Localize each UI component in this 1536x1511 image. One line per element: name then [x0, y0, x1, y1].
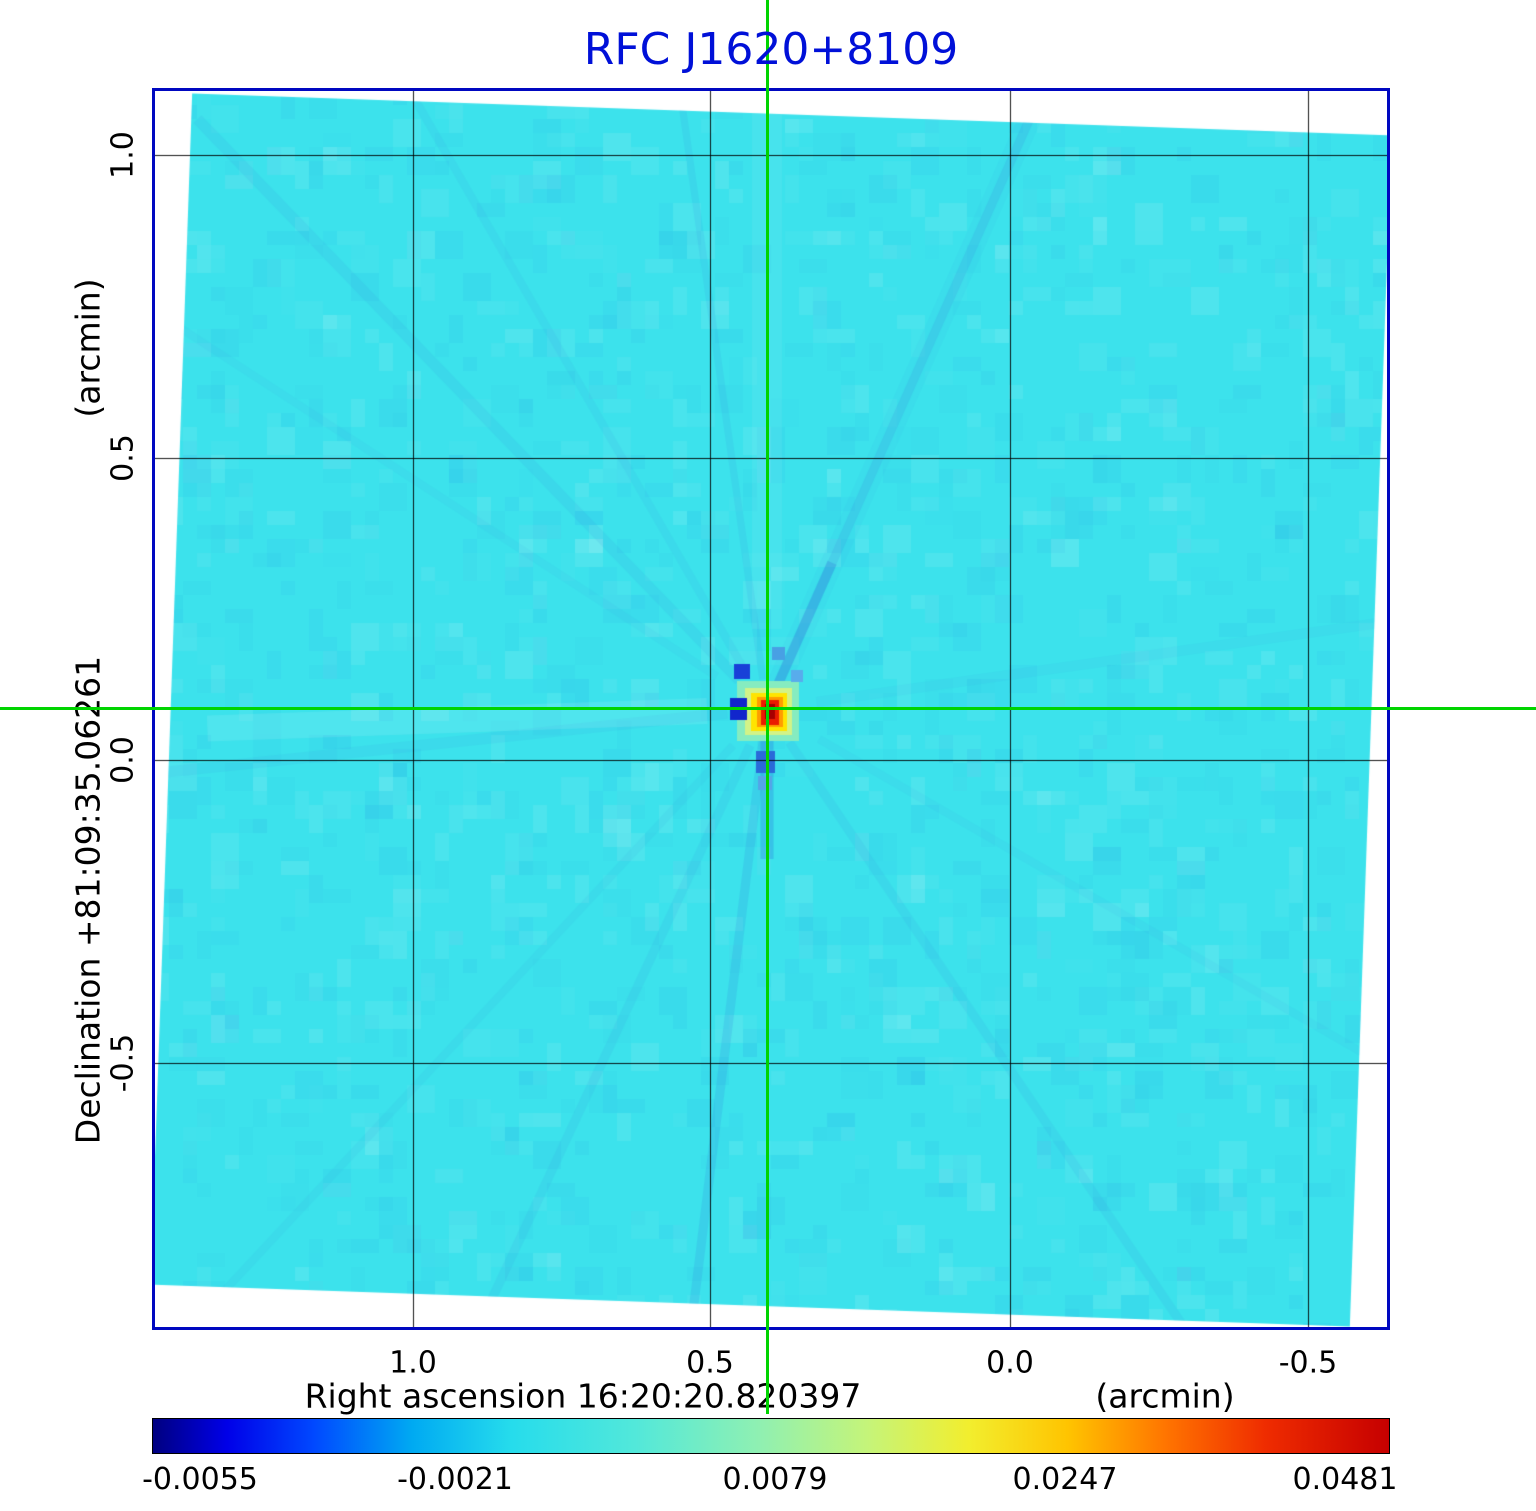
crosshair-horizontal-line — [0, 707, 1536, 710]
y-axis-label: Declination +81:09:35.06261 — [68, 655, 108, 1145]
y-tick-label-3: 0.0 — [105, 736, 141, 784]
colorbar-tick-label-4: 0.0247 — [1012, 1462, 1118, 1497]
colorbar — [152, 1418, 1390, 1454]
y-tick-label-4: -0.5 — [105, 1033, 141, 1093]
plot-title: RFC J1620+8109 — [583, 24, 959, 75]
x-tick-label-3: 0.0 — [986, 1345, 1034, 1381]
y-tick-label-1: 1.0 — [105, 131, 141, 179]
colorbar-tick-label-3: 0.0079 — [722, 1462, 828, 1497]
y-tick-label-2: 0.5 — [105, 434, 141, 482]
y-axis-unit-label: (arcmin) — [68, 278, 108, 418]
x-axis-unit-label: (arcmin) — [1095, 1376, 1235, 1416]
x-tick-label-2: 0.5 — [686, 1345, 734, 1381]
x-tick-label-1: 1.0 — [389, 1345, 437, 1381]
x-axis-label: Right ascension 16:20:20.820397 — [304, 1376, 862, 1416]
colorbar-tick-label-1: -0.0055 — [142, 1462, 258, 1497]
colorbar-tick-label-5: 0.0481 — [1292, 1462, 1398, 1497]
x-tick-label-4: -0.5 — [1278, 1345, 1338, 1381]
colorbar-tick-label-2: -0.0021 — [397, 1462, 513, 1497]
